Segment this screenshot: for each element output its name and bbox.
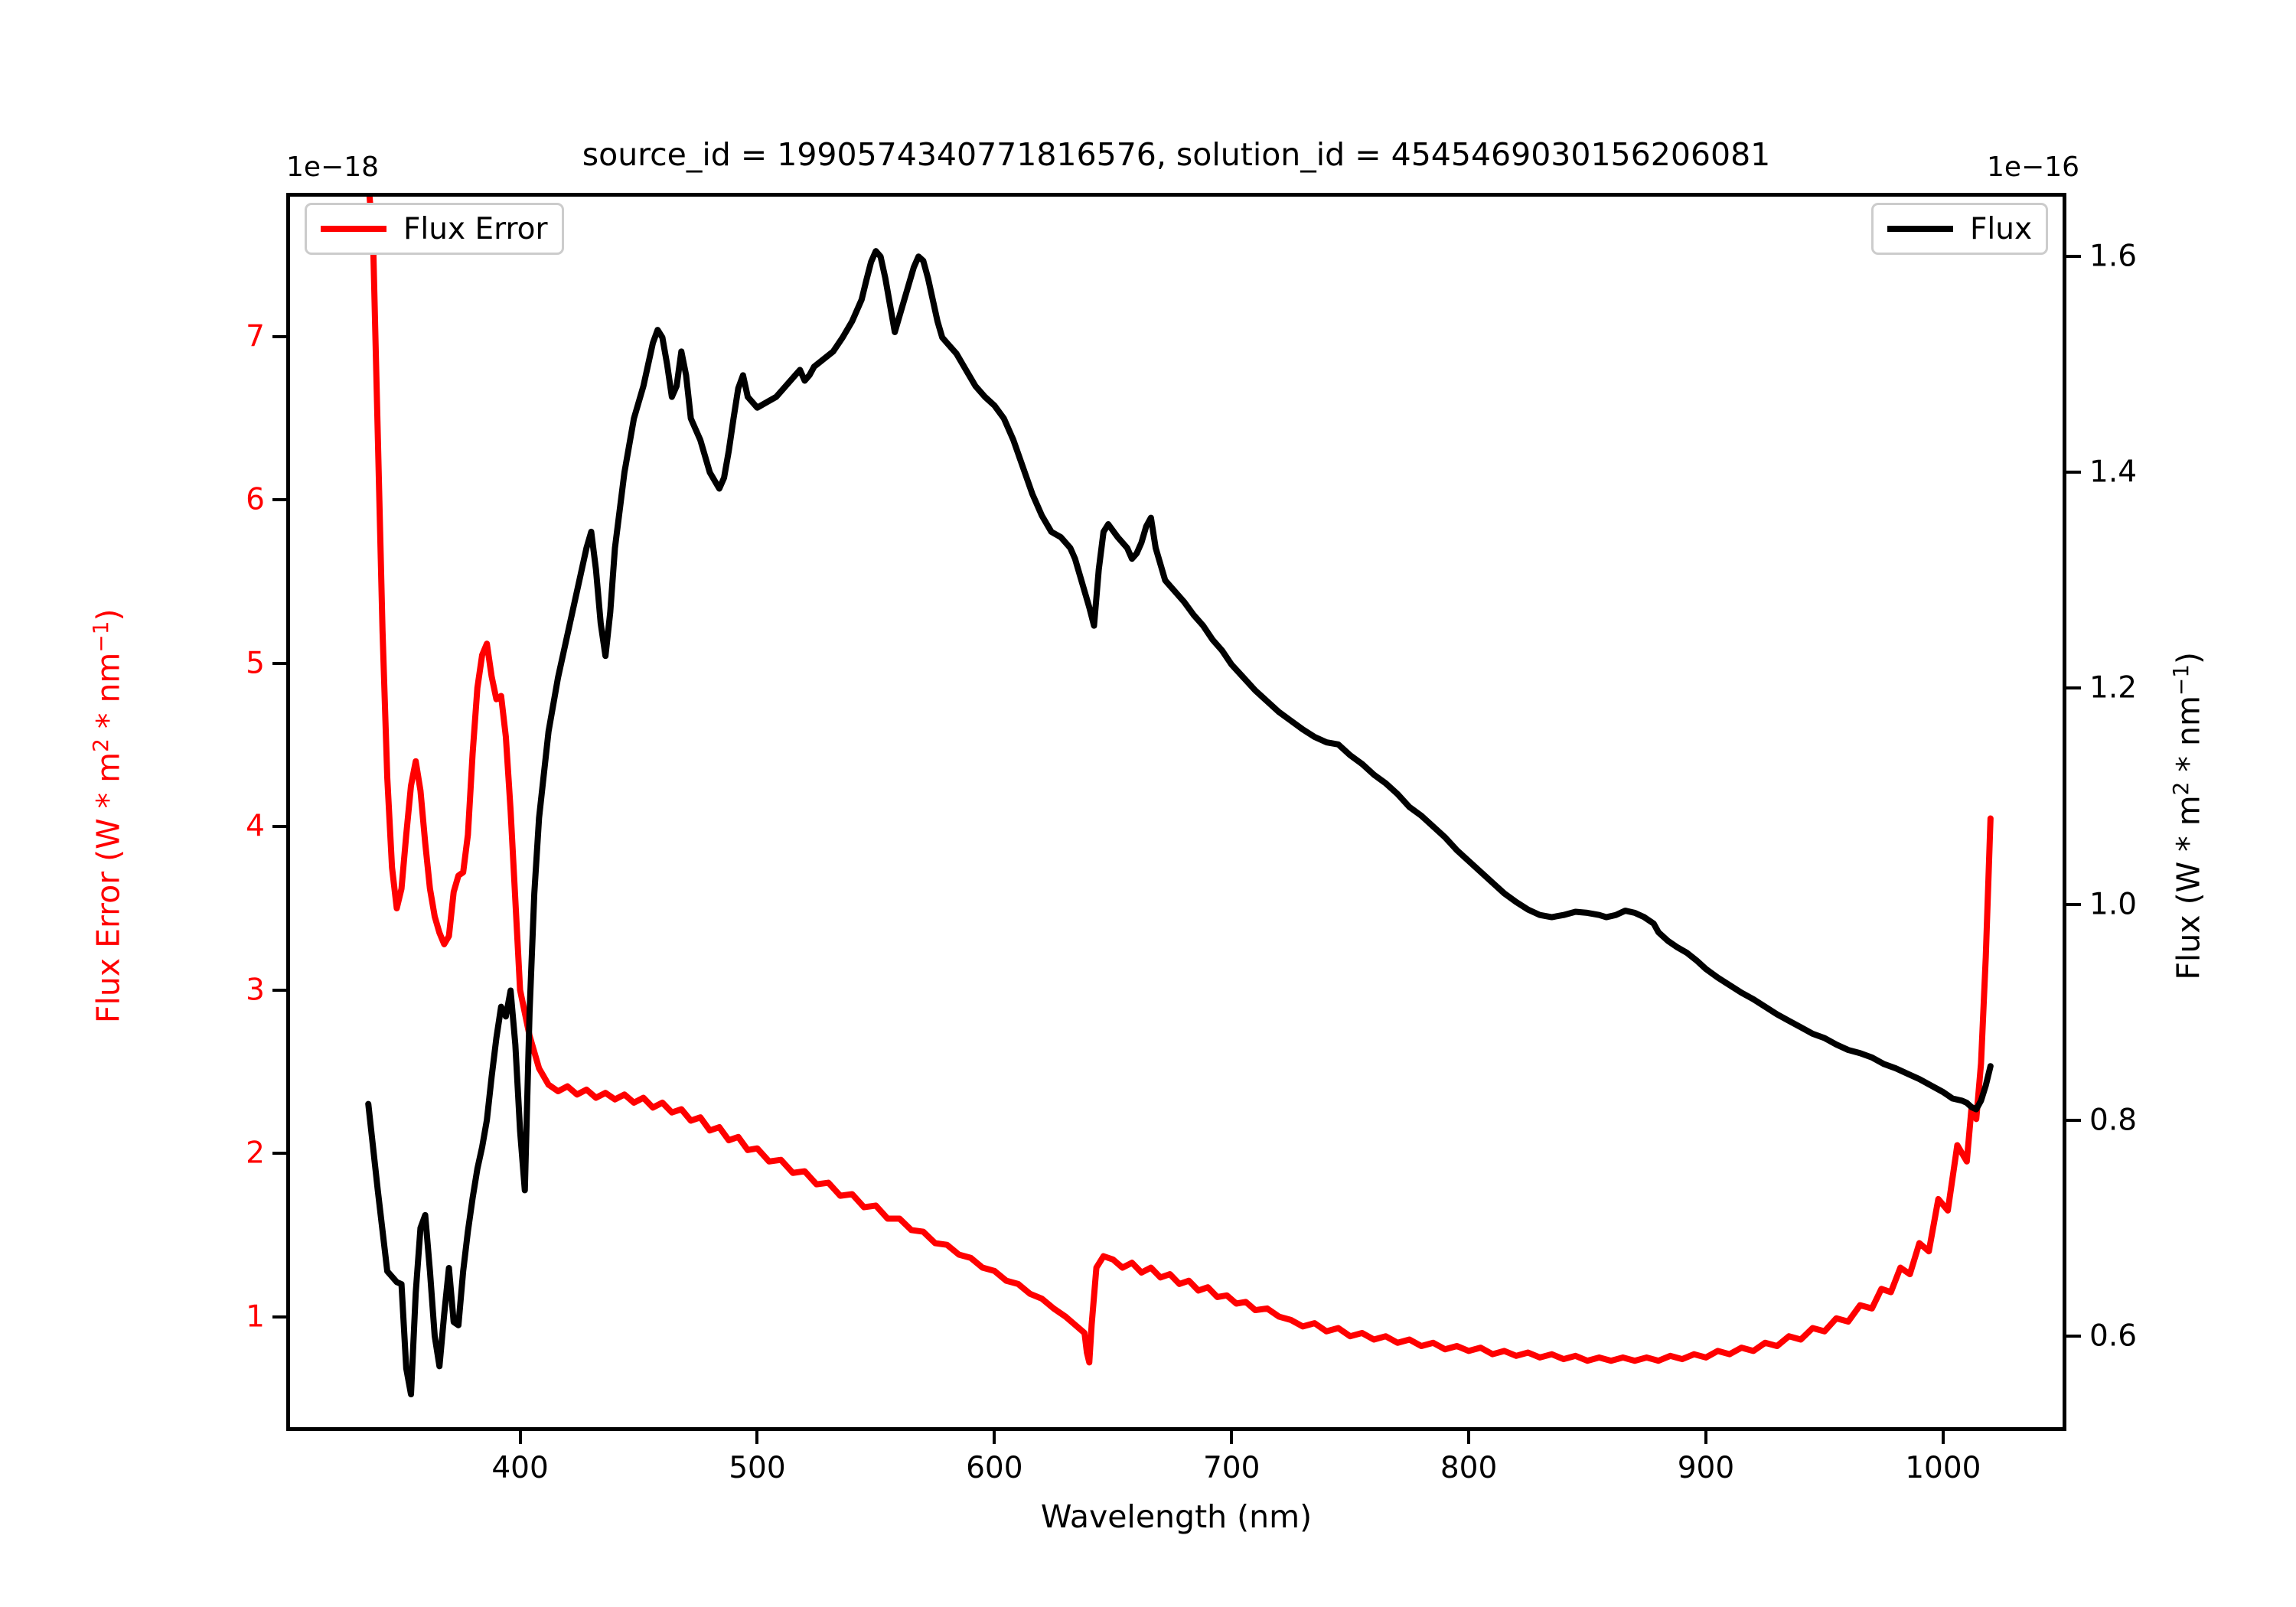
x-tick-mark <box>1941 1429 1945 1444</box>
right-y-tick-mark <box>2066 255 2081 259</box>
left-y-tick-mark <box>272 1152 287 1156</box>
left-y-tick-mark <box>272 1315 287 1319</box>
series-line-flux <box>365 248 1994 1398</box>
left-y-tick-label: 7 <box>246 319 265 354</box>
right-y-tick-mark <box>2066 471 2081 474</box>
x-tick-mark <box>518 1429 522 1444</box>
series-line-flux-error <box>366 197 1994 1366</box>
x-tick-label: 800 <box>1440 1451 1498 1485</box>
right-axis-offset-label: 1e−16 <box>1987 152 2080 183</box>
right-y-tick-mark <box>2066 902 2081 906</box>
x-axis-label: Wavelength (nm) <box>1040 1498 1313 1535</box>
legend-swatch-flux-error-icon <box>321 226 386 232</box>
x-tick-mark <box>993 1429 996 1444</box>
x-tick-mark <box>755 1429 759 1444</box>
left-y-tick-label: 5 <box>246 646 265 681</box>
page-title: source_id = 1990574340771816576, solutio… <box>582 136 1771 173</box>
x-tick-label: 500 <box>729 1451 786 1485</box>
left-y-tick-label: 1 <box>246 1299 265 1335</box>
right-y-tick-label: 1.4 <box>2089 455 2138 490</box>
left-y-tick-label: 4 <box>246 809 265 844</box>
left-y-tick-mark <box>272 825 287 829</box>
left-y-tick-mark <box>272 661 287 665</box>
x-tick-label: 600 <box>966 1451 1023 1485</box>
right-y-tick-label: 1.2 <box>2089 670 2138 706</box>
legend-label-flux-error: Flux Error <box>403 211 548 246</box>
left-axis-offset-label: 1e−18 <box>286 152 380 183</box>
x-tick-label: 900 <box>1677 1451 1735 1485</box>
right-y-axis-label: Flux (W * m2 * nm−1) <box>2168 433 2207 1198</box>
left-y-tick-label: 3 <box>246 973 265 1008</box>
legend-swatch-flux-icon <box>1887 226 1953 232</box>
right-y-tick-label: 0.8 <box>2089 1103 2138 1138</box>
legend-flux-error[interactable]: Flux Error <box>305 203 564 255</box>
x-tick-mark <box>1704 1429 1707 1444</box>
legend-flux[interactable]: Flux <box>1871 203 2049 255</box>
x-tick-mark <box>1467 1429 1471 1444</box>
right-y-tick-label: 0.6 <box>2089 1319 2138 1354</box>
axes-frame <box>286 193 2066 1431</box>
x-tick-mark <box>1230 1429 1234 1444</box>
left-y-tick-label: 2 <box>246 1136 265 1171</box>
right-y-tick-mark <box>2066 686 2081 690</box>
right-y-tick-label: 1.0 <box>2089 887 2138 922</box>
right-y-tick-label: 1.6 <box>2089 239 2138 274</box>
left-y-tick-mark <box>272 498 287 502</box>
x-tick-label: 400 <box>491 1451 549 1485</box>
right-y-tick-mark <box>2066 1334 2081 1338</box>
left-y-tick-label: 6 <box>246 482 265 517</box>
right-y-axis-label-text: Flux (W * m2 * nm−1) <box>2167 652 2207 980</box>
legend-label-flux: Flux <box>1970 211 2033 246</box>
plot-area <box>365 197 1994 1398</box>
x-tick-label: 700 <box>1202 1451 1261 1485</box>
left-y-tick-mark <box>272 334 287 338</box>
x-tick-label: 1000 <box>1905 1451 1981 1485</box>
left-y-axis-label: Flux Error (W * m2 * nm−1) <box>88 433 127 1198</box>
left-y-axis-label-text: Flux Error (W * m2 * nm−1) <box>87 608 127 1024</box>
left-y-tick-mark <box>272 988 287 992</box>
right-y-tick-mark <box>2066 1118 2081 1122</box>
